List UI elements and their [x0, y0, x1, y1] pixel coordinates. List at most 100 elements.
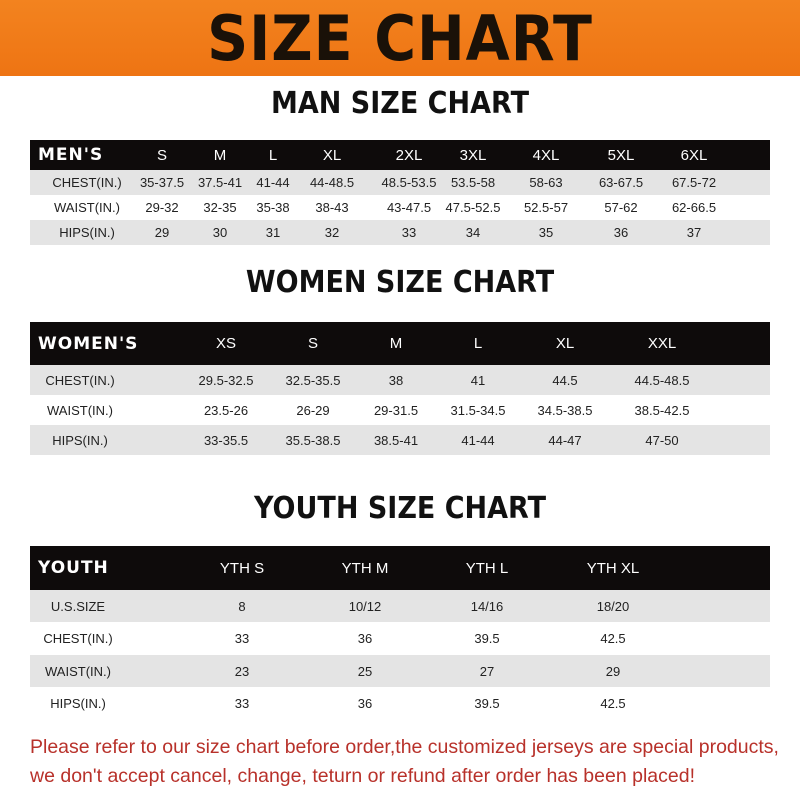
table-cell: 36: [357, 631, 373, 646]
table-cell: 38-43: [315, 200, 349, 215]
table-cell: 63-67.5: [598, 175, 644, 190]
table-cell: 39.5: [474, 696, 500, 711]
table-cell: 37: [686, 225, 702, 240]
page-title: SIZE CHART: [207, 2, 593, 75]
size-column-header: 4XL: [532, 146, 560, 164]
table-cell: 31: [265, 225, 281, 240]
table-cell: 31.5-34.5: [450, 402, 506, 418]
table-cell: 44.5: [552, 372, 578, 388]
size-column-header: M: [389, 335, 403, 352]
size-column-header: 2XL: [395, 146, 423, 164]
table-cell: 42.5: [600, 696, 626, 711]
table-header-row: YOUTH YTH S YTH M YTH L YTH XL: [30, 546, 770, 590]
table-row: HIPS(IN.) 29 30 31 32 33 34 35 36 37: [30, 220, 770, 245]
table-cell: 23: [234, 663, 250, 679]
disclaimer-note: Please refer to our size chart before or…: [30, 733, 790, 791]
table-cell: 34: [465, 225, 481, 240]
size-column-header: S: [307, 335, 319, 352]
table-cell: 29: [154, 225, 170, 240]
table-cell: 48.5-53.5: [381, 175, 437, 190]
row-label: HIPS(IN.): [59, 225, 115, 240]
row-label: HIPS(IN.): [52, 432, 108, 448]
size-column-header: YTH XL: [586, 559, 640, 577]
table-row: HIPS(IN.) 33 36 39.5 42.5: [30, 687, 770, 720]
size-column-header: S: [156, 146, 168, 164]
table-row: CHEST(IN.) 35-37.5 37.5-41 41-44 44-48.5 48.5…: [30, 170, 770, 195]
row-label: U.S.SIZE: [50, 598, 106, 614]
size-column-header: YTH L: [465, 559, 509, 577]
disclaimer-line-2: we don't accept cancel, change, teturn o…: [30, 765, 695, 787]
title-banner: SIZE CHART: [0, 0, 800, 76]
table-cell: 41-44: [461, 432, 495, 448]
table-cell: 32-35: [203, 200, 237, 215]
table-row: WAIST(IN.) 23.5-26 26-29 29-31.5 31.5-34.5 34…: [30, 395, 770, 425]
men-section-title: MAN SIZE CHART: [271, 86, 529, 121]
table-cell: 33: [234, 631, 250, 646]
table-cell: 35: [538, 225, 554, 240]
table-cell: 44-47: [548, 432, 582, 448]
size-column-header: YTH S: [219, 559, 265, 577]
size-column-header: XL: [322, 146, 342, 164]
table-cell: 62-66.5: [671, 200, 717, 215]
table-cell: 43-47.5: [386, 200, 432, 215]
table-cell: 18/20: [596, 598, 630, 614]
table-cell: 41-44: [256, 175, 290, 190]
table-header-row: MEN'S S M L XL 2XL 3XL 4XL 5XL 6XL: [30, 140, 770, 170]
table-cell: 14/16: [470, 598, 504, 614]
table-cell: 47-50: [645, 432, 679, 448]
table-cell: 33: [401, 225, 417, 240]
disclaimer-line-1: Please refer to our size chart before or…: [30, 736, 779, 758]
size-column-header: L: [473, 335, 483, 352]
table-corner-label: MEN'S: [38, 145, 104, 165]
row-label: WAIST(IN.): [47, 402, 113, 418]
table-cell: 57-62: [604, 200, 638, 215]
size-column-header: L: [268, 146, 278, 164]
table-row: U.S.SIZE 8 10/12 14/16 18/20: [30, 590, 770, 622]
table-cell: 36: [357, 696, 373, 711]
size-column-header: M: [213, 146, 227, 164]
table-cell: 29.5-32.5: [198, 372, 254, 388]
table-cell: 44-48.5: [309, 175, 355, 190]
row-label: CHEST(IN.): [52, 175, 122, 190]
table-cell: 67.5-72: [671, 175, 717, 190]
table-cell: 35.5-38.5: [285, 432, 341, 448]
table-cell: 29: [605, 663, 621, 679]
table-cell: 38.5-41: [373, 432, 419, 448]
table-row: CHEST(IN.) 29.5-32.5 32.5-35.5 38 41 44.5 44.5…: [30, 365, 770, 395]
row-label: WAIST(IN.): [54, 200, 120, 215]
table-corner-label: YOUTH: [38, 558, 109, 578]
table-cell: 41: [470, 372, 486, 388]
size-column-header: YTH M: [341, 559, 389, 577]
table-cell: 26-29: [296, 402, 330, 418]
women-section-title: WOMEN SIZE CHART: [245, 265, 555, 300]
table-cell: 27: [479, 663, 495, 679]
table-row: HIPS(IN.) 33-35.5 35.5-38.5 38.5-41 41-44 44-…: [30, 425, 770, 455]
table-cell: 33-35.5: [203, 432, 249, 448]
table-cell: 44.5-48.5: [634, 372, 690, 388]
table-cell: 34.5-38.5: [537, 402, 593, 418]
table-cell: 25: [357, 663, 373, 679]
table-cell: 8: [238, 598, 246, 614]
row-label: CHEST(IN.): [43, 631, 113, 646]
row-label: WAIST(IN.): [45, 663, 111, 679]
size-column-header: XL: [555, 335, 575, 352]
size-column-header: 3XL: [459, 146, 487, 164]
table-row: WAIST(IN.) 23 25 27 29: [30, 655, 770, 687]
table-cell: 39.5: [474, 631, 500, 646]
table-cell: 38.5-42.5: [634, 402, 690, 418]
row-label: HIPS(IN.): [50, 696, 106, 711]
table-cell: 38: [388, 372, 404, 388]
table-corner-label: WOMEN'S: [38, 333, 139, 354]
table-cell: 47.5-52.5: [445, 200, 501, 215]
table-cell: 10/12: [348, 598, 382, 614]
table-cell: 30: [212, 225, 228, 240]
table-cell: 35-38: [256, 200, 290, 215]
row-label: CHEST(IN.): [45, 372, 115, 388]
size-column-header: 5XL: [607, 146, 635, 164]
table-row: CHEST(IN.) 33 36 39.5 42.5: [30, 622, 770, 655]
size-column-header: 6XL: [680, 146, 708, 164]
youth-section-title: YOUTH SIZE CHART: [253, 491, 547, 526]
table-cell: 32: [324, 225, 340, 240]
table-row: WAIST(IN.) 29-32 32-35 35-38 38-43 43-47.5 47.…: [30, 195, 770, 220]
table-cell: 29-31.5: [373, 402, 419, 418]
